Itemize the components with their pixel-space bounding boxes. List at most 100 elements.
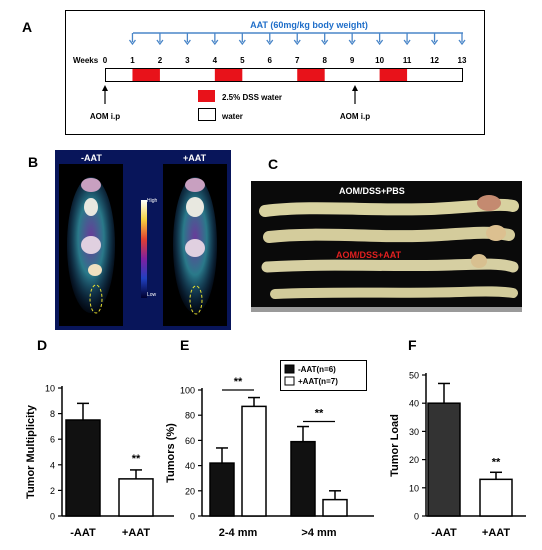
aat-arrow-week-13 [458,33,466,46]
dss-block-week-1 [132,69,160,81]
aat-arrow-week-10 [376,33,384,46]
week-label-7: 7 [295,56,300,65]
aat-arrow-head [266,39,274,46]
y-tick-label-6: 6 [50,435,55,445]
bar-+AAT [118,469,154,517]
aat-arrow-head [431,39,439,46]
bar->4 mm--AAT(n=6) [290,425,316,517]
pet-color-scale [141,200,147,298]
week-label-9: 9 [350,56,355,65]
aat-arrow-week-6 [266,33,274,46]
y-tick-label-0: 0 [190,512,195,522]
aat-arrow-head [211,39,219,46]
week-label-8: 8 [322,56,327,65]
week-label-1: 1 [130,56,135,65]
bar-2-4 mm--AAT(n=6)-rect [209,462,235,517]
week-label-3: 3 [185,56,190,65]
y-tick-label-2: 2 [50,486,55,496]
week-labels: 0 1 2 3 4 5 6 7 8 9 10 11 12 13 [103,56,467,65]
dss-block-week-4 [214,69,243,81]
aat-arrow-week-3 [183,33,191,46]
y-tick-label-8: 8 [50,409,55,419]
legend-label-2: +AAT(n=7) [298,377,338,386]
y-tick-label-0: 0 [414,512,419,522]
dss-block-week-7 [297,69,325,81]
ruler [251,307,522,312]
legend-label-1: -AAT(n=6) [298,365,336,374]
pet-label-minus: -AAT [81,153,102,163]
y-axis-label: Tumor Multiplicity [25,404,37,499]
y-tick-label-80: 80 [185,411,195,421]
significance-marker: ** [492,456,501,468]
y-tick-label-40: 40 [185,461,195,471]
bar-+AAT-rect [118,478,154,517]
week-label-12: 12 [430,56,439,65]
aom-label-1: AOM i.p [90,112,120,121]
bar->4 mm-+AAT(n=7)-rect [322,498,348,517]
aom-label-2: AOM i.p [340,112,370,121]
y-tick-label-4: 4 [50,460,55,470]
aat-arrow-week-9 [348,33,356,46]
aat-arrow-head [376,39,384,46]
bar->4 mm-+AAT(n=7) [322,490,348,517]
bar-2-4 mm-+AAT(n=7) [241,396,267,517]
legend-swatch-2 [284,376,295,386]
aat-arrow-head [458,39,466,46]
significance-marker: ** [132,453,141,465]
colon-label-aat: AOM/DSS+AAT [336,250,402,260]
aat-arrow-head [128,39,136,46]
x-label-2-4 mm: 2-4 mm [219,527,258,539]
chart-tumor-load: 0 10 20 30 40 50 Tumor Load -AAT +AAT ** [389,371,526,539]
aom-arrow-2 [352,85,358,104]
significance-marker-2: ** [315,408,324,420]
chart-tumor-size: 0 20 40 60 80 100 Tumors (%) 2-4 mm >4 mm ** ** -AA… [165,360,374,539]
dss-blocks [132,69,408,81]
pet-label-plus: +AAT [183,153,207,163]
weeks-label: Weeks [73,56,99,65]
aat-arrows [128,33,466,46]
significance-marker-1: ** [234,376,243,388]
y-axis-label: Tumors (%) [165,423,177,483]
legend-box [280,360,367,391]
bar-+AAT [479,471,513,517]
legend-dss-label: 2.5% DSS water [222,93,282,102]
panel-label-b: B [28,154,39,170]
aat-arrow-head [183,39,191,46]
bar--AAT-rect [65,419,101,517]
timeline-bar [105,68,463,82]
aat-arrow-head [348,39,356,46]
week-label-6: 6 [268,56,273,65]
y-tick-label-10: 10 [45,384,55,394]
x-label-+AAT: +AAT [122,527,150,539]
x-label->4 mm: >4 mm [301,527,336,539]
colon-label-pbs: AOM/DSS+PBS [339,186,405,196]
mouse-plus-aat [173,177,217,315]
aat-arrow-week-2 [156,33,164,46]
week-label-0: 0 [103,56,108,65]
panel-label-c: C [268,156,279,172]
aat-arrow-week-7 [293,33,301,46]
aom-arrow-1 [102,85,108,104]
legend-water-swatch [198,108,216,121]
y-tick-label-10: 10 [409,483,419,493]
aat-arrow-week-8 [321,33,329,46]
aat-arrow-week-1 [128,33,136,46]
bar-+AAT-rect [479,478,513,517]
chart-tumor-multiplicity: 0 2 4 6 8 10 Tumor Multiplicity -AAT +AAT ** [25,384,174,539]
legend-swatch-1 [284,364,295,374]
bar-2-4 mm-+AAT(n=7)-rect [241,405,267,517]
y-tick-label-40: 40 [409,399,419,409]
legend: -AAT(n=6) +AAT(n=7) [280,360,367,391]
week-label-5: 5 [240,56,245,65]
aat-arrow-head [403,39,411,46]
bar->4 mm--AAT(n=6)-rect [290,440,316,517]
aat-arrow-head [293,39,301,46]
aat-arrow-week-11 [403,33,411,46]
x-label-+AAT: +AAT [482,527,510,539]
aat-dose-label: AAT (60mg/kg body weight) [250,20,368,30]
bar--AAT [427,382,461,517]
panel-label-a: A [22,19,33,35]
pet-scale-low: Low [147,292,157,298]
bar-2-4 mm--AAT(n=6) [209,447,235,517]
